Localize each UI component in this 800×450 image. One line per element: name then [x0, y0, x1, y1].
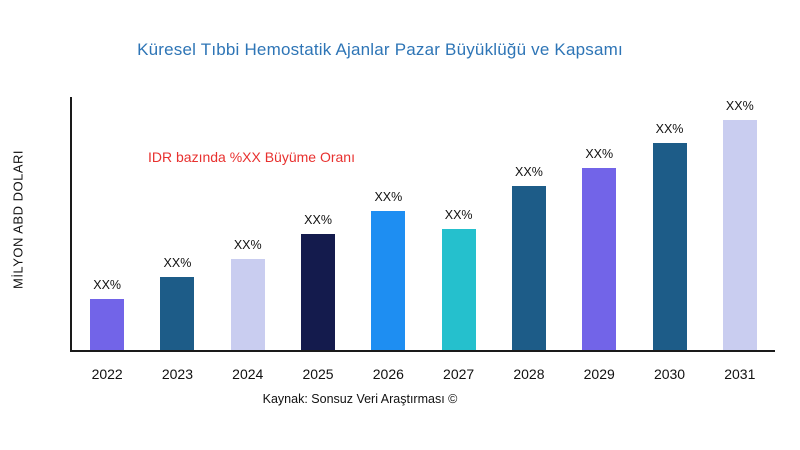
- bar-2029: [582, 167, 617, 350]
- bar-group-2030: XX%: [634, 97, 704, 350]
- bar-value-label-2023: XX%: [163, 255, 192, 270]
- bar-group-2028: XX%: [494, 97, 564, 350]
- bar-2026: [371, 210, 406, 350]
- bar-value-label-2031: XX%: [725, 98, 754, 113]
- bars: XX% XX% XX% XX% XX% XX% XX% XX% XX% XX%: [72, 97, 775, 350]
- x-tick-2026: 2026: [372, 366, 404, 382]
- chart-area: IDR bazında %XX Büyüme Oranı XX% XX% XX% XX…: [70, 97, 775, 390]
- bar-2027: [441, 228, 476, 350]
- bar-group-2029: XX%: [564, 97, 634, 350]
- x-tick-2022: 2022: [91, 366, 123, 382]
- x-tick-2030: 2030: [653, 366, 686, 382]
- bar-2024: [230, 258, 265, 350]
- bar-value-label-2030: XX%: [655, 121, 684, 136]
- y-axis-label: MİLYON ABD DOLARI: [10, 150, 26, 290]
- bar-value-label-2024: XX%: [233, 237, 262, 252]
- bar-value-label-2025: XX%: [304, 212, 332, 227]
- x-tick-2024: 2024: [232, 366, 264, 382]
- bar-2030: [652, 142, 687, 350]
- bar-2023: [160, 276, 195, 350]
- x-axis-labels: 2022 2023 2024 2025 2026 2027 2028 2029 2030 2031: [72, 366, 775, 386]
- x-tick-2028: 2028: [513, 366, 545, 382]
- bar-group-2025: XX%: [283, 97, 353, 350]
- x-tick-2025: 2025: [302, 366, 334, 382]
- bar-value-label-2027: XX%: [444, 207, 473, 222]
- bar-group-2022: XX%: [72, 97, 142, 350]
- bar-2031: [722, 119, 757, 350]
- x-tick-2029: 2029: [583, 366, 615, 382]
- bar-2022: [90, 299, 125, 350]
- x-tick-2027: 2027: [443, 366, 475, 382]
- bar-value-label-2028: XX%: [515, 164, 543, 179]
- bar-value-label-2026: XX%: [374, 189, 403, 204]
- bar-value-label-2029: XX%: [585, 146, 614, 161]
- plot-area: [70, 97, 775, 352]
- x-tick-2031: 2031: [724, 366, 756, 382]
- bar-value-label-2022: XX%: [93, 278, 122, 293]
- bar-2025: [301, 233, 336, 350]
- bar-group-2027: XX%: [423, 97, 493, 350]
- bar-group-2024: XX%: [213, 97, 283, 350]
- source-caption: Kaynak: Sonsuz Veri Araştırması ©: [262, 392, 458, 406]
- bar-2028: [511, 185, 546, 350]
- bar-group-2026: XX%: [353, 97, 423, 350]
- chart-title: Küresel Tıbbi Hemostatik Ajanlar Pazar B…: [137, 40, 623, 59]
- x-tick-2023: 2023: [161, 366, 194, 382]
- bar-group-2031: XX%: [705, 97, 775, 350]
- growth-annotation: IDR bazında %XX Büyüme Oranı: [148, 149, 355, 165]
- bar-group-2023: XX%: [142, 97, 212, 350]
